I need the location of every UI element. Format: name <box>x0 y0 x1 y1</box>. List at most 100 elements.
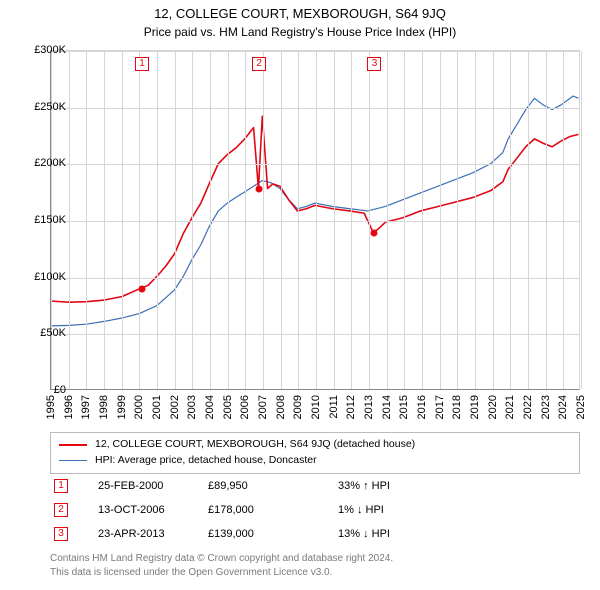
gridline-v <box>581 51 582 389</box>
gridline-v <box>493 51 494 389</box>
sale-index-box: 3 <box>54 527 68 541</box>
legend-item-price-paid: 12, COLLEGE COURT, MEXBOROUGH, S64 9JQ (… <box>59 437 571 453</box>
gridline-h <box>51 164 579 165</box>
x-tick-label: 2022 <box>522 395 534 419</box>
x-tick-label: 2014 <box>381 395 393 419</box>
legend-box: 12, COLLEGE COURT, MEXBOROUGH, S64 9JQ (… <box>50 432 580 474</box>
gridline-v <box>228 51 229 389</box>
gridline-v <box>387 51 388 389</box>
gridline-v <box>563 51 564 389</box>
gridline-v <box>404 51 405 389</box>
sale-price: £89,950 <box>208 480 338 492</box>
x-tick-label: 2007 <box>257 395 269 419</box>
sale-marker-box: 2 <box>252 57 266 71</box>
y-tick-label: £100K <box>20 271 66 283</box>
gridline-v <box>157 51 158 389</box>
gridline-v <box>369 51 370 389</box>
license-text: Contains HM Land Registry data © Crown c… <box>50 552 580 579</box>
gridline-v <box>422 51 423 389</box>
price-chart-container: 12, COLLEGE COURT, MEXBOROUGH, S64 9JQ P… <box>0 0 600 590</box>
x-tick-label: 2020 <box>487 395 499 419</box>
gridline-v <box>210 51 211 389</box>
y-tick-label: £250K <box>20 101 66 113</box>
x-tick-label: 2016 <box>416 395 428 419</box>
x-tick-label: 2009 <box>292 395 304 419</box>
sale-vs-hpi: 13% ↓ HPI <box>338 528 478 540</box>
gridline-v <box>351 51 352 389</box>
gridline-v <box>192 51 193 389</box>
gridline-v <box>122 51 123 389</box>
x-tick-label: 2001 <box>151 395 163 419</box>
sale-index-box: 1 <box>54 479 68 493</box>
x-tick-label: 2025 <box>575 395 587 419</box>
sale-marker-dot <box>256 186 263 193</box>
gridline-v <box>175 51 176 389</box>
gridline-v <box>139 51 140 389</box>
sale-price: £139,000 <box>208 528 338 540</box>
sale-date: 23-APR-2013 <box>68 528 208 540</box>
gridline-v <box>334 51 335 389</box>
sales-table-row: 125-FEB-2000£89,95033% ↑ HPI <box>50 474 580 498</box>
gridline-v <box>546 51 547 389</box>
license-line-2: This data is licensed under the Open Gov… <box>50 566 580 580</box>
x-tick-label: 2017 <box>434 395 446 419</box>
x-tick-label: 2013 <box>363 395 375 419</box>
x-tick-label: 2006 <box>239 395 251 419</box>
x-tick-label: 1996 <box>63 395 75 419</box>
sale-index-box: 2 <box>54 503 68 517</box>
x-tick-label: 2010 <box>310 395 322 419</box>
gridline-v <box>245 51 246 389</box>
y-tick-label: £0 <box>20 384 66 396</box>
series-line <box>52 96 579 326</box>
x-tick-label: 2012 <box>345 395 357 419</box>
gridline-v <box>86 51 87 389</box>
x-tick-label: 2019 <box>469 395 481 419</box>
chart-subtitle: Price paid vs. HM Land Registry's House … <box>0 21 600 39</box>
legend-label: HPI: Average price, detached house, Donc… <box>95 453 317 469</box>
gridline-h <box>51 221 579 222</box>
chart-title: 12, COLLEGE COURT, MEXBOROUGH, S64 9JQ <box>0 0 600 21</box>
gridline-v <box>440 51 441 389</box>
gridline-v <box>316 51 317 389</box>
line-series-svg <box>51 51 579 389</box>
legend-item-hpi: HPI: Average price, detached house, Donc… <box>59 453 571 469</box>
sales-table-row: 323-APR-2013£139,00013% ↓ HPI <box>50 522 580 546</box>
gridline-v <box>298 51 299 389</box>
sale-marker-dot <box>138 286 145 293</box>
gridline-v <box>281 51 282 389</box>
sale-date: 25-FEB-2000 <box>68 480 208 492</box>
gridline-h <box>51 108 579 109</box>
license-line-1: Contains HM Land Registry data © Crown c… <box>50 552 580 566</box>
plot-area: 1995199619971998199920002001200220032004… <box>50 50 580 390</box>
sale-vs-hpi: 33% ↑ HPI <box>338 480 478 492</box>
x-tick-label: 2024 <box>557 395 569 419</box>
x-tick-label: 2000 <box>133 395 145 419</box>
gridline-h <box>51 51 579 52</box>
series-line <box>52 116 579 302</box>
x-tick-label: 2023 <box>540 395 552 419</box>
sale-vs-hpi: 1% ↓ HPI <box>338 504 478 516</box>
x-tick-label: 2005 <box>222 395 234 419</box>
x-tick-label: 2004 <box>204 395 216 419</box>
x-tick-label: 2015 <box>398 395 410 419</box>
x-tick-label: 2018 <box>451 395 463 419</box>
gridline-v <box>104 51 105 389</box>
x-tick-label: 2008 <box>275 395 287 419</box>
gridline-v <box>528 51 529 389</box>
legend-swatch <box>59 444 87 446</box>
x-tick-label: 1995 <box>45 395 57 419</box>
gridline-h <box>51 278 579 279</box>
y-tick-label: £50K <box>20 327 66 339</box>
y-tick-label: £300K <box>20 44 66 56</box>
y-tick-label: £200K <box>20 157 66 169</box>
legend-swatch <box>59 460 87 461</box>
x-tick-label: 1998 <box>98 395 110 419</box>
x-tick-label: 2021 <box>504 395 516 419</box>
sale-marker-dot <box>371 230 378 237</box>
x-tick-label: 2002 <box>169 395 181 419</box>
gridline-v <box>510 51 511 389</box>
gridline-v <box>69 51 70 389</box>
sale-price: £178,000 <box>208 504 338 516</box>
sales-table-row: 213-OCT-2006£178,0001% ↓ HPI <box>50 498 580 522</box>
x-tick-label: 2003 <box>186 395 198 419</box>
